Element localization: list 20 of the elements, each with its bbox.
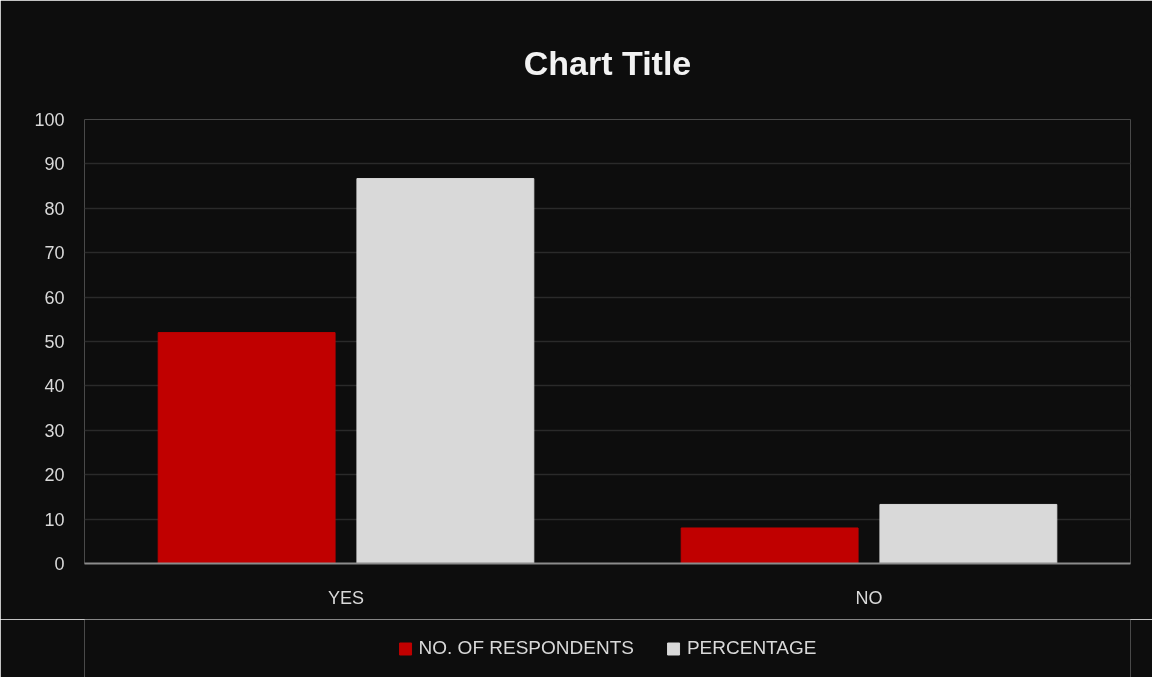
x-tick-label: YES [327,587,365,608]
bar [157,332,336,564]
bar [356,178,535,564]
x-tick-label: NO [855,587,883,608]
y-tick-label: 60 [44,287,65,308]
chart-title: Chart Title [523,44,692,82]
y-tick-label: 100 [34,110,65,130]
y-tick-label: 50 [44,332,65,352]
y-tick-label: 30 [44,420,65,441]
y-tick-label: 10 [44,509,65,530]
y-tick-label: 0 [54,554,65,574]
bar [680,527,859,564]
legend-label: NO. OF RESPONDENTS [418,637,634,659]
y-tick-label: 70 [44,243,65,264]
y-tick-label: 80 [44,198,65,219]
y-tick-label: 40 [44,376,65,397]
y-tick-label: 20 [44,465,65,486]
bar [879,503,1058,564]
legend-label: PERCENTAGE [686,637,817,659]
y-tick-label: 90 [44,154,65,175]
